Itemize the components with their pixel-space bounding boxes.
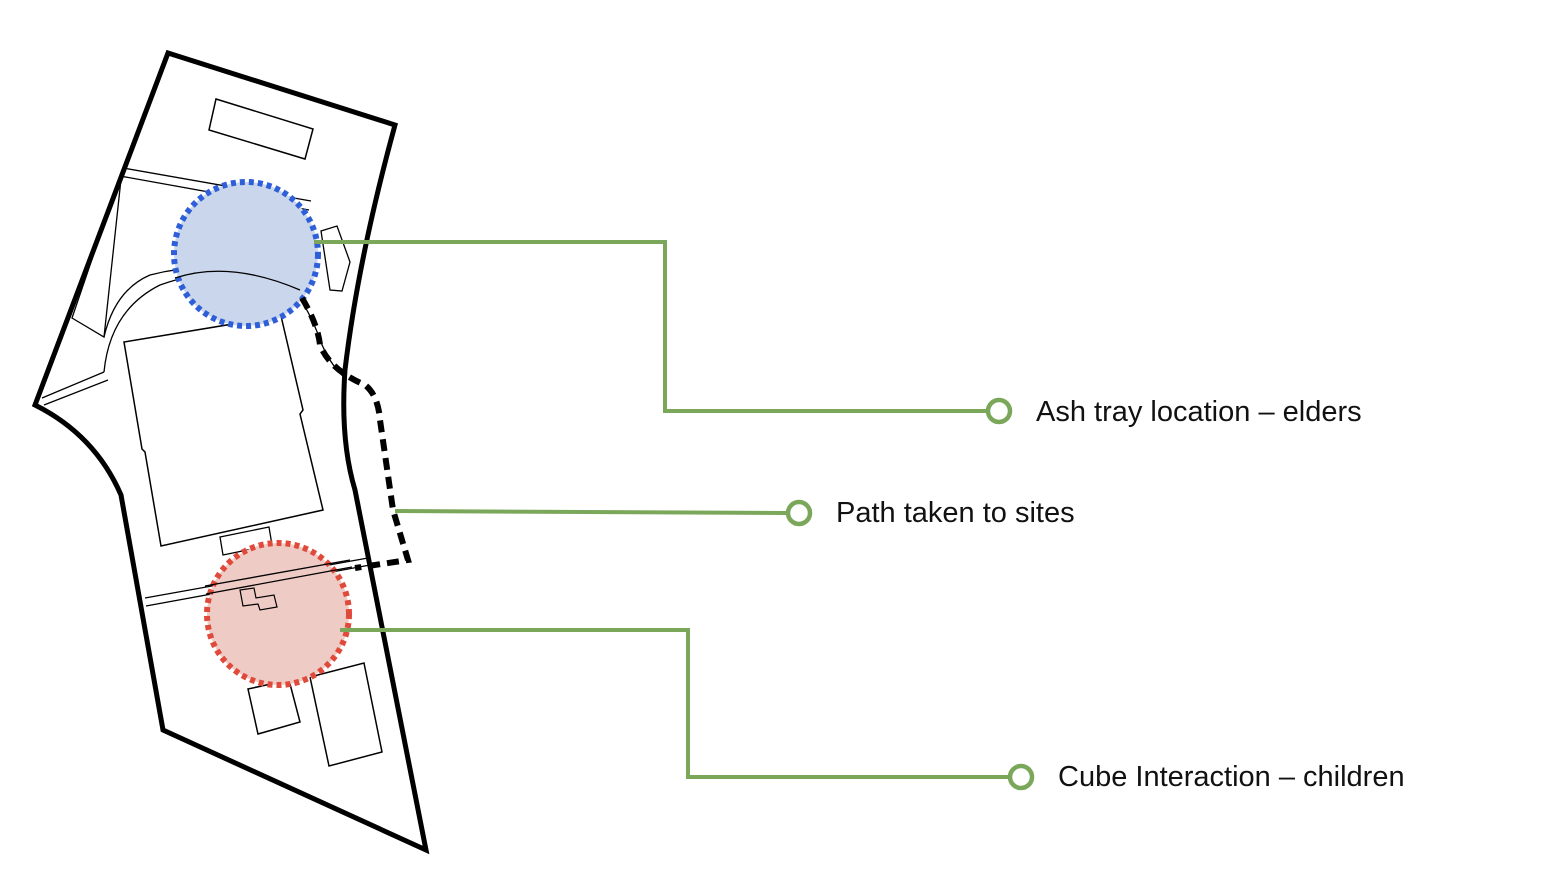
cube-interaction-label: Cube Interaction – children [1058, 761, 1405, 793]
ash-tray-label: Ash tray location – elders [1036, 396, 1362, 428]
cube-interaction-marker-icon [1007, 763, 1035, 791]
path-taken-label: Path taken to sites [836, 497, 1075, 529]
right-strip [320, 225, 351, 292]
main-building [123, 315, 324, 547]
ash-tray-leader [314, 240, 988, 413]
ash-tray-marker-icon [985, 397, 1013, 425]
lower-road-over-zone-2 [205, 566, 353, 595]
lower-road-over-zone [204, 559, 351, 587]
left-walkway [71, 167, 124, 339]
cube-interaction-leader [340, 628, 1009, 779]
elder-zone-circle [171, 179, 321, 329]
bottom-right-rect [309, 662, 383, 767]
child-zone-circle [204, 540, 352, 688]
top-parking-rect [208, 98, 314, 160]
cube-outline [239, 587, 278, 611]
path-taken-dashed [299, 296, 412, 571]
curved-drive-over-zone [174, 270, 301, 291]
path-taken-marker-icon [785, 499, 813, 527]
left-walkway-2 [41, 371, 109, 406]
path-taken-leader [394, 509, 788, 515]
